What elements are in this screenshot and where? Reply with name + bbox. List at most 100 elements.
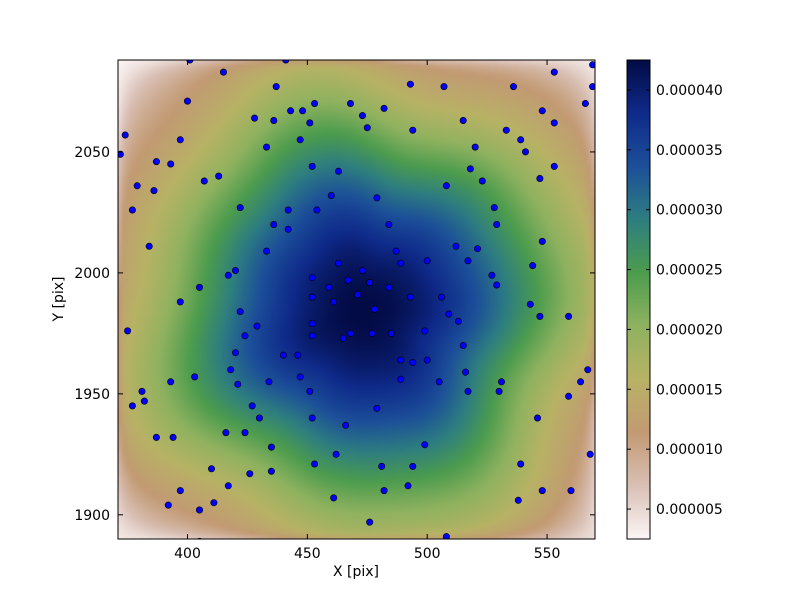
scatter-point bbox=[236, 308, 244, 316]
scatter-point bbox=[200, 177, 208, 185]
x-tick-label: 500 bbox=[414, 546, 441, 562]
scatter-point bbox=[473, 245, 481, 253]
scatter-point bbox=[577, 378, 585, 386]
scatter-point bbox=[392, 247, 400, 255]
scatter-point bbox=[493, 221, 501, 229]
scatter-point bbox=[589, 61, 595, 69]
scatter-point bbox=[227, 366, 235, 374]
x-tick-label: 550 bbox=[534, 546, 561, 562]
y-tick-label: 2050 bbox=[74, 145, 110, 161]
scatter-point bbox=[385, 283, 393, 291]
scatter-point bbox=[354, 291, 362, 299]
scatter-point bbox=[490, 204, 498, 212]
scatter-point bbox=[265, 378, 273, 386]
scatter-point bbox=[589, 83, 595, 91]
y-tick-label: 1900 bbox=[74, 508, 110, 524]
scatter-point bbox=[246, 470, 254, 478]
scatter-point bbox=[176, 136, 184, 144]
colorbar-ticks: 0.000005 0.000010 0.000015 0.000020 0.000025… bbox=[627, 83, 723, 518]
scatter-point bbox=[176, 487, 184, 495]
scatter-point bbox=[363, 124, 371, 132]
scatter-point bbox=[409, 462, 417, 470]
scatter-point bbox=[241, 429, 249, 437]
scatter-point bbox=[287, 107, 295, 115]
scatter-point bbox=[196, 506, 204, 514]
scatter-point bbox=[308, 274, 316, 282]
scatter-point bbox=[346, 329, 354, 337]
scatter-point bbox=[550, 68, 558, 76]
scatter-point bbox=[215, 172, 223, 180]
scatter-point bbox=[378, 462, 386, 470]
colorbar bbox=[626, 59, 651, 540]
y-tick-label: 2000 bbox=[74, 266, 110, 282]
scatter-point bbox=[308, 332, 316, 340]
scatter-point bbox=[308, 320, 316, 328]
scatter-point bbox=[373, 194, 381, 202]
scatter-point bbox=[272, 83, 280, 91]
scatter-point bbox=[409, 126, 417, 134]
scatter-point bbox=[421, 441, 429, 449]
scatter-point bbox=[224, 482, 232, 490]
scatter-point bbox=[332, 450, 340, 458]
scatter-point bbox=[294, 351, 302, 359]
scatter-point bbox=[397, 259, 405, 267]
x-axis-ticks: 400 450 500 550 bbox=[174, 60, 560, 562]
scatter-point bbox=[296, 373, 304, 381]
scatter-point bbox=[344, 276, 352, 284]
scatter-point bbox=[366, 518, 374, 526]
scatter-point bbox=[435, 378, 443, 386]
scatter-point bbox=[208, 465, 216, 473]
scatter-point bbox=[306, 119, 314, 127]
scatter-point bbox=[222, 429, 230, 437]
scatter-point bbox=[241, 332, 249, 340]
scatter-point bbox=[121, 131, 129, 139]
scatter-point bbox=[533, 414, 541, 422]
scatter-point bbox=[330, 298, 338, 306]
scatter-point bbox=[581, 100, 589, 108]
scatter-point bbox=[299, 107, 307, 115]
scatter-point bbox=[445, 310, 453, 318]
scatter-point bbox=[421, 327, 429, 335]
scatter-point bbox=[373, 404, 381, 412]
scatter-point bbox=[550, 119, 558, 127]
scatter-point bbox=[466, 165, 474, 173]
scatter-point bbox=[296, 136, 304, 144]
scatter-point bbox=[464, 257, 472, 265]
scatter-point bbox=[152, 433, 160, 441]
scatter-point bbox=[526, 300, 534, 308]
scatter-point bbox=[251, 114, 259, 122]
scatter-point bbox=[366, 279, 374, 287]
x-axis-label: X [pix] bbox=[333, 564, 379, 580]
y-tick-label: 1950 bbox=[74, 387, 110, 403]
scatter-point bbox=[459, 117, 467, 125]
scatter-point bbox=[311, 100, 319, 108]
scatter-point bbox=[397, 356, 405, 364]
scatter-point bbox=[164, 501, 172, 509]
scatter-point bbox=[133, 182, 141, 190]
scatter-point bbox=[308, 293, 316, 301]
scatter-point bbox=[325, 283, 333, 291]
colorbar-tick-label: 0.000040 bbox=[656, 83, 723, 99]
scatter-point bbox=[152, 158, 160, 166]
scatter-point bbox=[232, 266, 240, 274]
scatter-point bbox=[358, 112, 366, 120]
scatter-point bbox=[452, 242, 460, 250]
scatter-point bbox=[284, 206, 292, 214]
scatter-point bbox=[284, 225, 292, 233]
scatter-point bbox=[118, 150, 124, 158]
scatter-point bbox=[184, 97, 192, 105]
scatter-point bbox=[464, 387, 472, 395]
scatter-point bbox=[327, 192, 335, 200]
scatter-point bbox=[248, 402, 256, 410]
scatter-point bbox=[442, 182, 450, 190]
scatter-point bbox=[263, 143, 271, 151]
scatter-point bbox=[267, 467, 275, 475]
scatter-point bbox=[397, 375, 405, 383]
scatter-point bbox=[334, 167, 342, 175]
scatter-point bbox=[380, 104, 388, 112]
scatter-point bbox=[210, 499, 218, 507]
scatter-point bbox=[124, 327, 132, 335]
scatter-point bbox=[538, 107, 546, 115]
scatter-point bbox=[138, 387, 146, 395]
scatter-point bbox=[167, 160, 175, 168]
